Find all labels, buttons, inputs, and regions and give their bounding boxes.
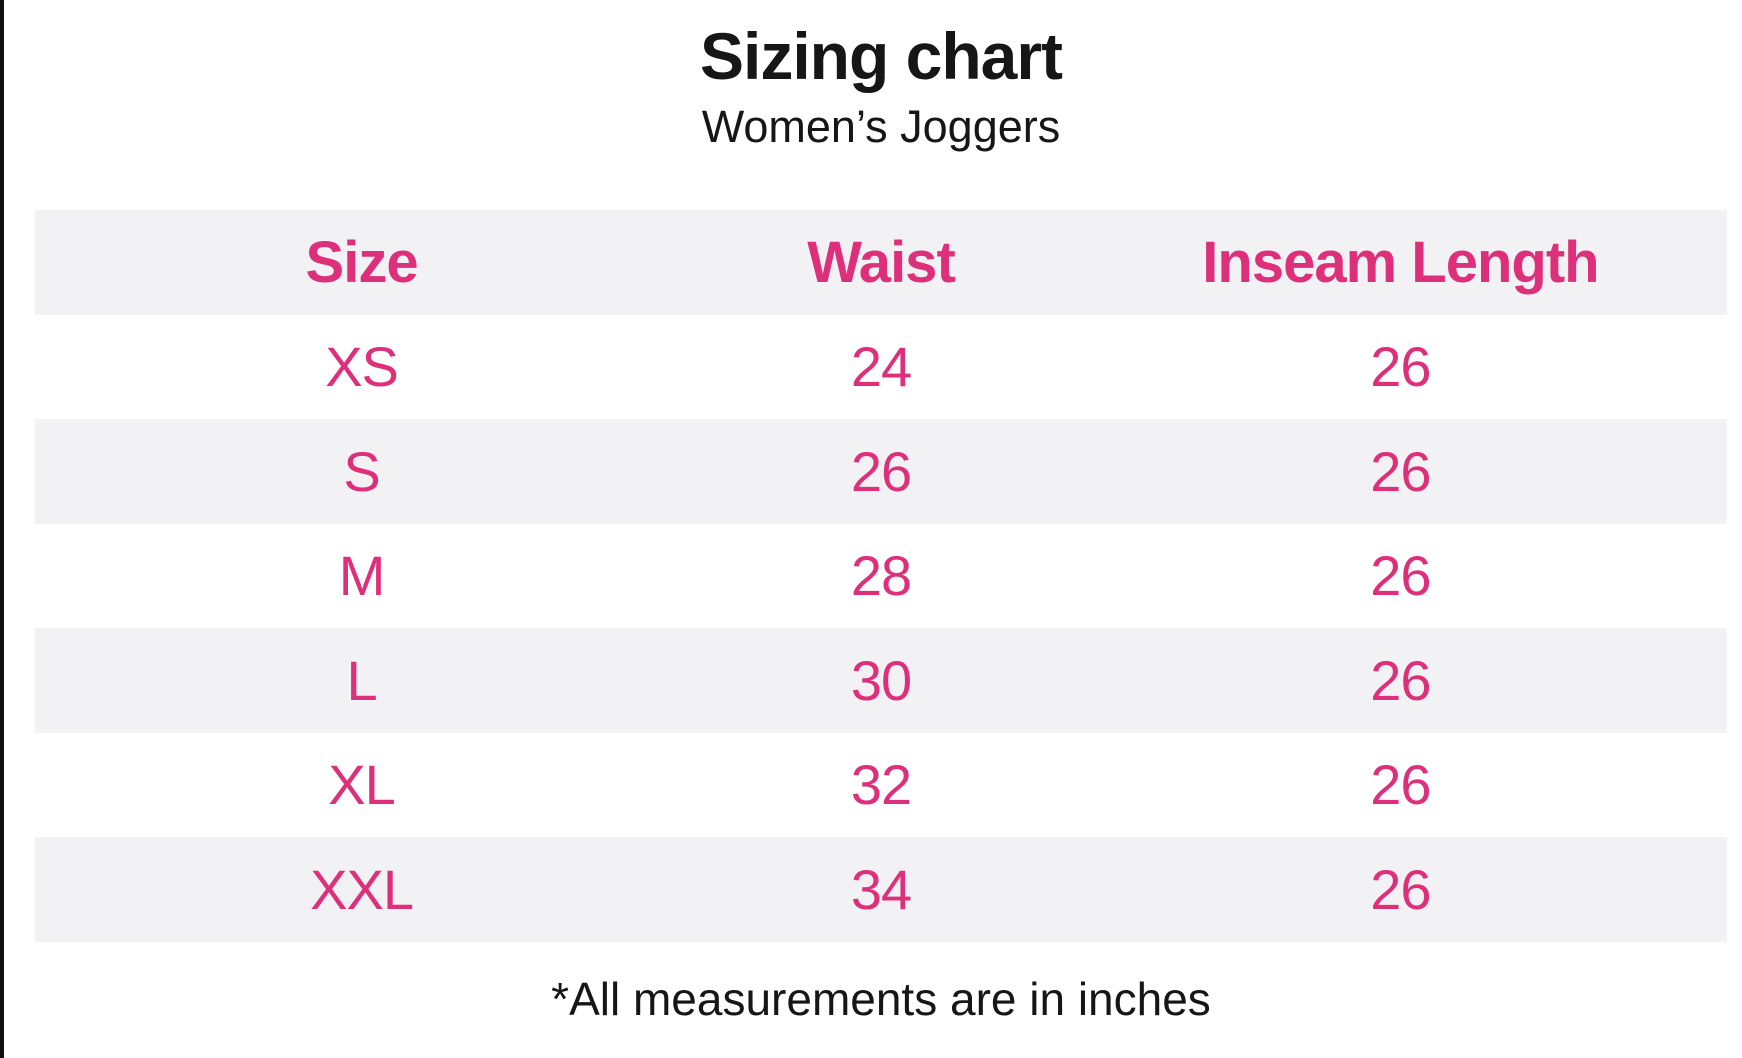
cell-inseam-length: 26 bbox=[1370, 544, 1431, 608]
measurements-footnote: *All measurements are in inches bbox=[551, 973, 1211, 1025]
table-row: M 28 26 bbox=[35, 523, 1727, 628]
page-title: Sizing chart bbox=[699, 19, 1063, 93]
cell-waist: 30 bbox=[850, 648, 912, 712]
table-row: XL 32 26 bbox=[35, 732, 1727, 837]
cell-inseam-length: 26 bbox=[1370, 648, 1431, 712]
cell-waist: 32 bbox=[850, 753, 912, 817]
cell-inseam-length: 26 bbox=[1370, 335, 1431, 399]
cell-size: XL bbox=[328, 753, 396, 817]
cell-size: S bbox=[343, 439, 380, 503]
table-body: XS 24 26 S 26 26 M 28 26 L 30 26 XL 32 2… bbox=[35, 314, 1727, 942]
cell-inseam-length: 26 bbox=[1370, 857, 1431, 921]
cell-size: M bbox=[338, 544, 386, 608]
table-row: XS 24 26 bbox=[35, 314, 1727, 419]
column-header-waist: Waist bbox=[807, 229, 956, 295]
table-row: S 26 26 bbox=[35, 419, 1727, 524]
cell-waist: 28 bbox=[850, 544, 912, 608]
cell-waist: 34 bbox=[850, 857, 912, 921]
cell-inseam-length: 26 bbox=[1370, 439, 1431, 503]
column-header-inseam-length: Inseam Length bbox=[1202, 229, 1599, 295]
table-header-row: Size Waist Inseam Length bbox=[35, 210, 1727, 315]
table-row: L 30 26 bbox=[35, 628, 1727, 733]
chart-content: Sizing chart Women’s Joggers Size Waist … bbox=[35, 0, 1727, 1025]
cell-inseam-length: 26 bbox=[1370, 753, 1431, 817]
table-row: XXL 34 26 bbox=[35, 837, 1727, 942]
page-subtitle: Women’s Joggers bbox=[701, 101, 1061, 152]
cell-waist: 26 bbox=[850, 439, 912, 503]
cell-waist: 24 bbox=[850, 335, 912, 399]
sizing-table: Size Waist Inseam Length XS 24 26 S 26 2… bbox=[35, 210, 1727, 942]
cell-size: L bbox=[346, 648, 377, 712]
cell-size: XS bbox=[325, 335, 399, 399]
column-header-size: Size bbox=[305, 229, 419, 295]
cell-size: XXL bbox=[310, 857, 414, 921]
left-edge-border bbox=[0, 0, 4, 1058]
